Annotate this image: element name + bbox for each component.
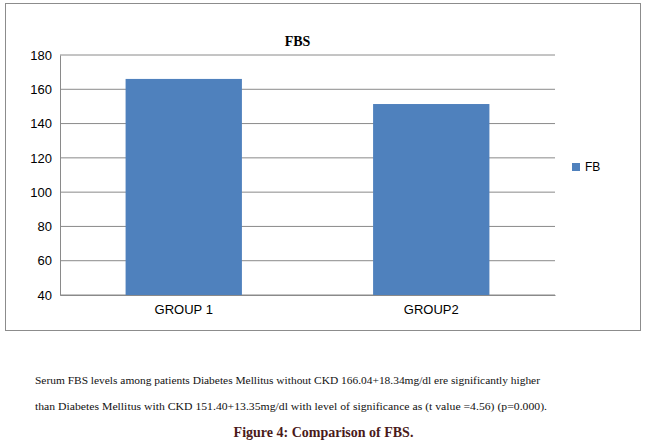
figure-title: Figure 4: Comparison of FBS. bbox=[234, 425, 414, 440]
legend-swatch bbox=[572, 163, 580, 171]
y-tick-label: 160 bbox=[30, 82, 52, 97]
y-tick-label: 100 bbox=[30, 185, 52, 200]
legend: FB bbox=[572, 160, 600, 174]
y-tick: 120 bbox=[30, 151, 60, 166]
grid bbox=[60, 55, 555, 295]
y-tick: 140 bbox=[30, 116, 60, 131]
y-tick: 80 bbox=[38, 219, 60, 234]
y-tick: 60 bbox=[38, 253, 60, 268]
figure: FBS 40 60 80 100 120 140 160 180 GROUP 1 GROUP2 FB S… bbox=[0, 0, 647, 442]
y-tick: 40 bbox=[38, 288, 60, 303]
bar bbox=[373, 104, 489, 295]
x-axis: GROUP 1 GROUP2 bbox=[61, 295, 556, 317]
y-tick-label: 40 bbox=[38, 288, 52, 303]
y-tick: 160 bbox=[30, 82, 60, 97]
x-tick-label: GROUP2 bbox=[404, 302, 459, 317]
chart-frame bbox=[6, 4, 641, 331]
chart-title: FBS bbox=[285, 34, 311, 49]
grid-line bbox=[60, 55, 555, 56]
y-tick-label: 140 bbox=[30, 116, 52, 131]
y-tick-label: 120 bbox=[30, 151, 52, 166]
bar bbox=[126, 79, 242, 295]
y-tick: 100 bbox=[30, 185, 60, 200]
y-tick-label: 180 bbox=[30, 48, 52, 63]
x-tick-label: GROUP 1 bbox=[155, 302, 213, 317]
caption-line: than Diabetes Mellitus with CKD 151.40+1… bbox=[35, 401, 547, 413]
caption-line: Serum FBS levels among patients Diabetes… bbox=[35, 375, 541, 386]
bars bbox=[126, 79, 490, 295]
x-tick: GROUP2 bbox=[404, 295, 459, 317]
y-tick-label: 60 bbox=[38, 253, 52, 268]
x-tick: GROUP 1 bbox=[155, 295, 213, 317]
y-axis: 40 60 80 100 120 140 160 180 bbox=[30, 48, 60, 303]
y-tick: 180 bbox=[30, 48, 60, 63]
legend-label: FB bbox=[585, 160, 600, 174]
x-axis-line bbox=[61, 295, 556, 296]
y-axis-line bbox=[60, 56, 61, 296]
y-tick-label: 80 bbox=[38, 219, 52, 234]
